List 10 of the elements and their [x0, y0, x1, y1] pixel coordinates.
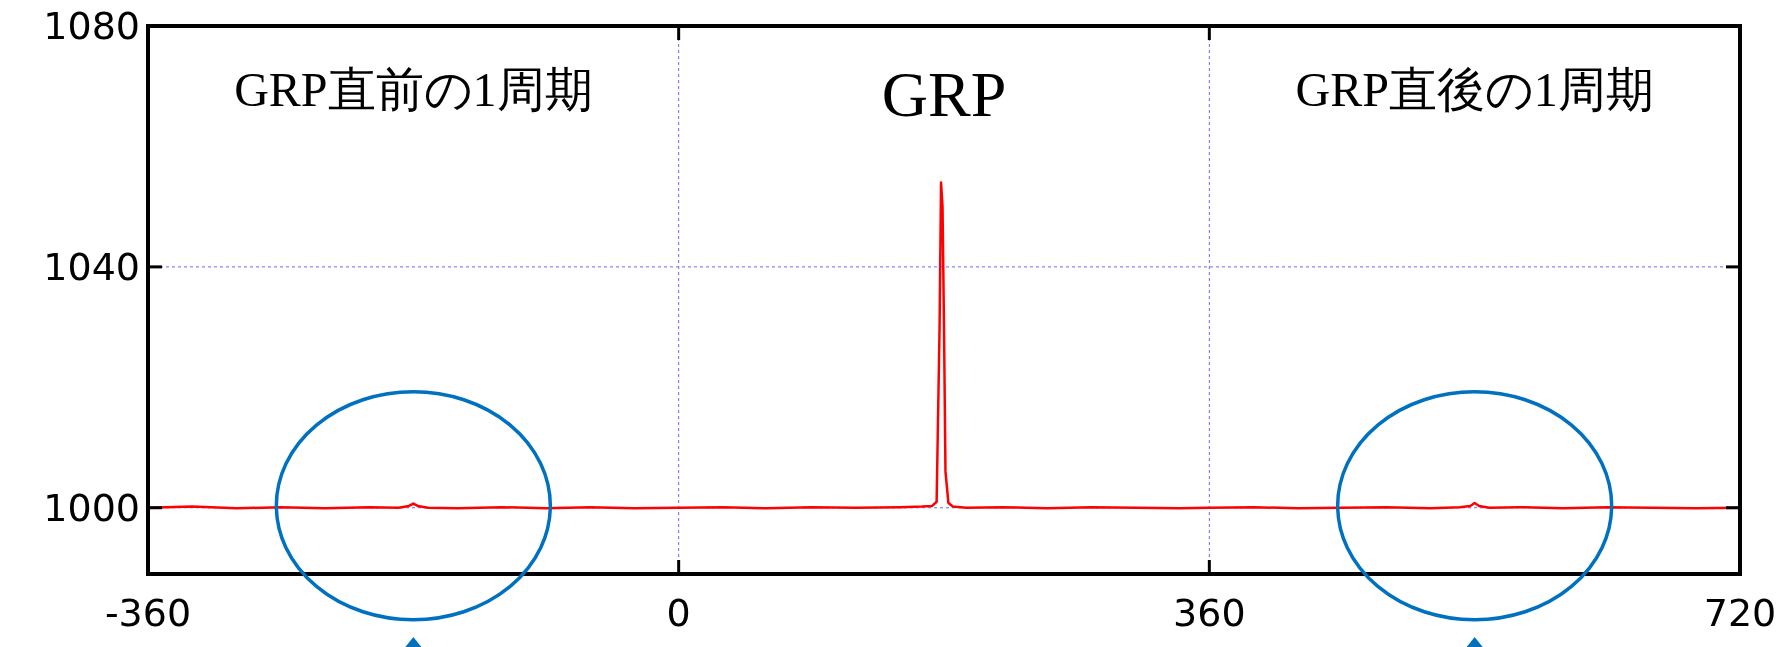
annotation: GRP直後の1周期 — [1295, 63, 1654, 116]
y-tick-label: 1040 — [43, 245, 140, 290]
annotation: GRP — [881, 59, 1007, 130]
x-tick-label: 0 — [666, 591, 691, 635]
x-tick-label: 360 — [1173, 591, 1246, 635]
x-tick-label: 720 — [1703, 591, 1777, 635]
y-tick-label: 1000 — [43, 486, 140, 531]
x-tick-label: -360 — [104, 591, 192, 635]
y-tick-label: 1080 — [43, 4, 140, 49]
annotation: GRP直前の1周期 — [234, 63, 593, 116]
